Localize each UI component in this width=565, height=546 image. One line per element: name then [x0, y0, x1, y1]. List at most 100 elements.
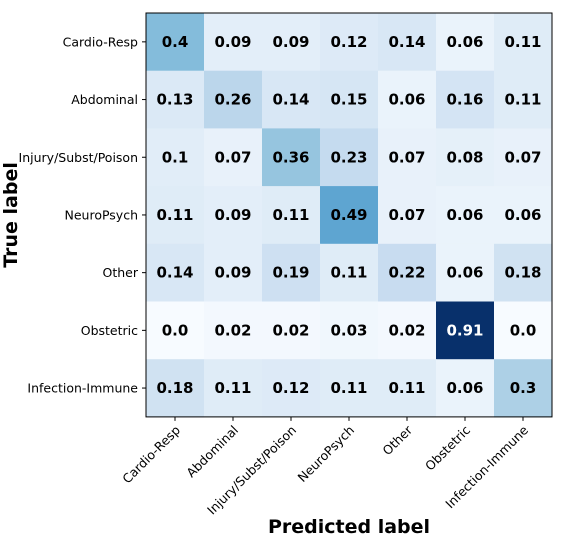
cell-value-label-r0-c0: 0.4 — [162, 33, 189, 51]
heatmap-cell-r4-c5 — [436, 243, 495, 302]
cell-value-label-r3-c5: 0.06 — [446, 206, 483, 224]
heatmap-cell-r1-c3 — [320, 70, 379, 129]
heatmap-cell-r2-c5 — [436, 128, 495, 187]
cell-value-label-r2-c3: 0.23 — [330, 148, 367, 166]
cell-value-label-r5-c6: 0.0 — [510, 321, 537, 339]
heatmap-cell-r6-c6 — [494, 359, 553, 418]
y-tick-label-2: Injury/Subst/Poison — [19, 150, 138, 165]
cell-value-label-r2-c0: 0.1 — [162, 148, 189, 166]
heatmap-cell-r5-c0 — [146, 301, 205, 360]
heatmap-cell-r6-c0 — [146, 359, 205, 418]
cell-value-label-r1-c2: 0.14 — [272, 91, 309, 109]
heatmap-cell-r2-c0 — [146, 128, 205, 187]
cell-value-label-r4-c2: 0.19 — [272, 264, 309, 282]
cell-value-label-r3-c0: 0.11 — [156, 206, 193, 224]
cell-value-label-r1-c4: 0.06 — [388, 91, 425, 109]
y-tick-label-1: Abdominal — [71, 92, 138, 107]
cell-value-label-r6-c3: 0.11 — [330, 379, 367, 397]
cell-value-label-r0-c3: 0.12 — [330, 33, 367, 51]
heatmap-cell-r2-c1 — [204, 128, 263, 187]
heatmap-cell-r3-c3 — [320, 186, 379, 245]
cell-value-label-r1-c6: 0.11 — [504, 91, 541, 109]
heatmap-cell-r3-c0 — [146, 186, 205, 245]
heatmap-cells: 0.4 0.09 0.09 0.12 0.14 0.06 0.11 0.13 0.26 0.14 0… — [146, 13, 553, 418]
heatmap-cell-r3-c1 — [204, 186, 263, 245]
heatmap-cell-r3-c5 — [436, 186, 495, 245]
heatmap-cell-r5-c5 — [436, 301, 495, 360]
cell-value-label-r4-c4: 0.22 — [388, 264, 425, 282]
heatmap-cell-r3-c4 — [378, 186, 437, 245]
heatmap-cell-r0-c0 — [146, 13, 205, 72]
x-tick-label-3: NeuroPsych — [295, 422, 358, 485]
cell-value-label-r5-c5: 0.91 — [446, 321, 483, 339]
cell-value-label-r6-c1: 0.11 — [214, 379, 251, 397]
cell-value-label-r3-c3: 0.49 — [330, 206, 367, 224]
cell-value-label-r1-c3: 0.15 — [330, 91, 367, 109]
heatmap-cell-r0-c1 — [204, 13, 263, 72]
y-tick-label-5: Obstetric — [81, 323, 138, 338]
heatmap-cell-r5-c4 — [378, 301, 437, 360]
heatmap-cell-r4-c6 — [494, 243, 553, 302]
cell-value-label-r6-c4: 0.11 — [388, 379, 425, 397]
cell-value-label-r3-c1: 0.09 — [214, 206, 251, 224]
cell-value-label-r3-c2: 0.11 — [272, 206, 309, 224]
cell-value-label-r0-c2: 0.09 — [272, 33, 309, 51]
cell-value-label-r4-c6: 0.18 — [504, 264, 541, 282]
cell-value-label-r1-c1: 0.26 — [214, 91, 251, 109]
cell-value-label-r0-c6: 0.11 — [504, 33, 541, 51]
heatmap-cell-r1-c5 — [436, 70, 495, 129]
cell-value-label-r6-c0: 0.18 — [156, 379, 193, 397]
heatmap-cell-r0-c3 — [320, 13, 379, 72]
heatmap-cell-r0-c6 — [494, 13, 553, 72]
heatmap-cell-r6-c3 — [320, 359, 379, 418]
cell-value-label-r2-c4: 0.07 — [388, 148, 425, 166]
heatmap-cell-r0-c2 — [262, 13, 321, 72]
cell-value-label-r1-c5: 0.16 — [446, 91, 483, 109]
heatmap-cell-r1-c0 — [146, 70, 205, 129]
heatmap-cell-r1-c2 — [262, 70, 321, 129]
cell-value-label-r6-c5: 0.06 — [446, 379, 483, 397]
cell-value-label-r2-c5: 0.08 — [446, 148, 483, 166]
cell-value-label-r5-c3: 0.03 — [330, 321, 367, 339]
x-tick-label-0: Cardio-Resp — [119, 422, 183, 486]
y-axis-title: True label — [0, 162, 22, 268]
y-tick-label-3: NeuroPsych — [65, 207, 139, 222]
heatmap-cell-r5-c2 — [262, 301, 321, 360]
x-axis-title: Predicted label — [268, 516, 430, 538]
heatmap-cell-r2-c2 — [262, 128, 321, 187]
heatmap-cell-r6-c4 — [378, 359, 437, 418]
cell-value-label-r0-c5: 0.06 — [446, 33, 483, 51]
heatmap-cell-r0-c5 — [436, 13, 495, 72]
y-axis-ticks: Cardio-Resp Abdominal Injury/Subst/Poison N… — [19, 34, 146, 396]
heatmap-cell-r2-c6 — [494, 128, 553, 187]
heatmap-cell-r6-c1 — [204, 359, 263, 418]
heatmap-cell-r3-c2 — [262, 186, 321, 245]
y-tick-label-0: Cardio-Resp — [63, 34, 138, 49]
x-axis-ticks: Cardio-Resp AbdominalInjury/Subst/PoisonN… — [119, 416, 531, 517]
cell-value-label-r4-c3: 0.11 — [330, 264, 367, 282]
heatmap-cell-r4-c1 — [204, 243, 263, 302]
heatmap-cell-r5-c6 — [494, 301, 553, 360]
heatmap-cell-r3-c6 — [494, 186, 553, 245]
heatmap-cell-r2-c4 — [378, 128, 437, 187]
cell-value-label-r5-c4: 0.02 — [388, 321, 425, 339]
cell-value-label-r4-c0: 0.14 — [156, 264, 193, 282]
heatmap-cell-r5-c1 — [204, 301, 263, 360]
cell-value-label-r3-c6: 0.06 — [504, 206, 541, 224]
heatmap-cell-r0-c4 — [378, 13, 437, 72]
cell-value-label-r2-c2: 0.36 — [272, 148, 309, 166]
cell-value-label-r4-c1: 0.09 — [214, 264, 251, 282]
heatmap-cell-r4-c0 — [146, 243, 205, 302]
cell-value-label-r4-c5: 0.06 — [446, 264, 483, 282]
y-tick-label-4: Other — [103, 265, 139, 280]
cell-value-label-r6-c2: 0.12 — [272, 379, 309, 397]
heatmap-cell-r6-c2 — [262, 359, 321, 418]
cell-value-label-r1-c0: 0.13 — [156, 91, 193, 109]
cell-value-label-r5-c2: 0.02 — [272, 321, 309, 339]
x-tick-label-1: Abdominal — [183, 422, 241, 480]
heatmap-cell-r4-c3 — [320, 243, 379, 302]
cell-value-label-r2-c6: 0.07 — [504, 148, 541, 166]
cell-value-label-r5-c0: 0.0 — [162, 321, 189, 339]
cell-value-label-r0-c4: 0.14 — [388, 33, 425, 51]
